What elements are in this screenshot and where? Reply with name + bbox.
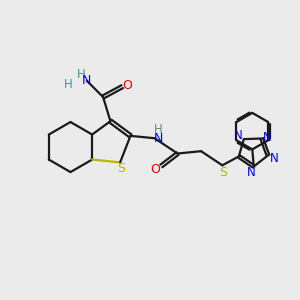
Text: O: O	[123, 79, 132, 92]
Text: H: H	[77, 68, 86, 81]
Text: H: H	[64, 78, 73, 91]
Text: N: N	[234, 129, 243, 142]
Text: N: N	[263, 130, 272, 143]
Text: N: N	[246, 167, 255, 179]
Text: N: N	[81, 74, 91, 87]
Text: O: O	[151, 163, 160, 176]
Text: S: S	[219, 166, 227, 178]
Text: N: N	[154, 132, 164, 145]
Text: S: S	[117, 162, 125, 175]
Text: H: H	[154, 124, 163, 136]
Text: N: N	[270, 152, 279, 165]
